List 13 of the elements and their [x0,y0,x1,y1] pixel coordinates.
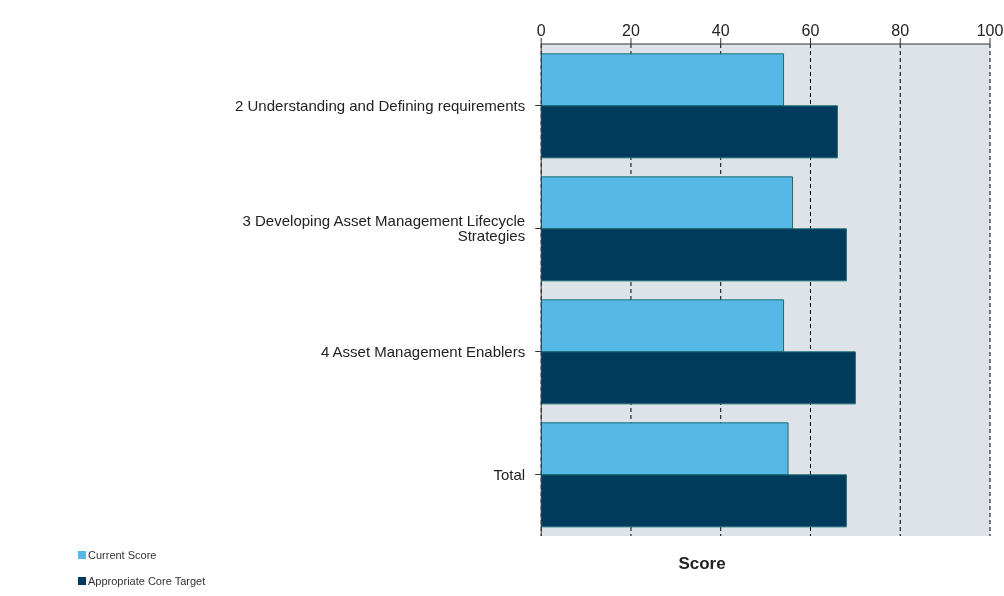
y-tick-label: Total [493,465,526,483]
y-tick-label: 2 Understanding and Defining requirements [235,96,526,114]
y-tick-label: 3 Developing Asset Management Lifecycle Strategies [242,212,526,245]
x-tick-label: 100 [976,22,1004,39]
x-tick-label: 60 [801,22,820,39]
x-tick-label: 80 [891,22,910,39]
x-tick-label: 20 [622,22,640,39]
x-tick-label: 0 [536,22,546,39]
x-axis-title: Score [677,554,727,574]
legend-label: Appropriate Core Target [88,574,206,589]
y-tick-label: 4 Asset Management Enablers [320,342,526,360]
legend-label: Current Score [88,548,157,563]
x-tick-label: 40 [711,22,730,39]
